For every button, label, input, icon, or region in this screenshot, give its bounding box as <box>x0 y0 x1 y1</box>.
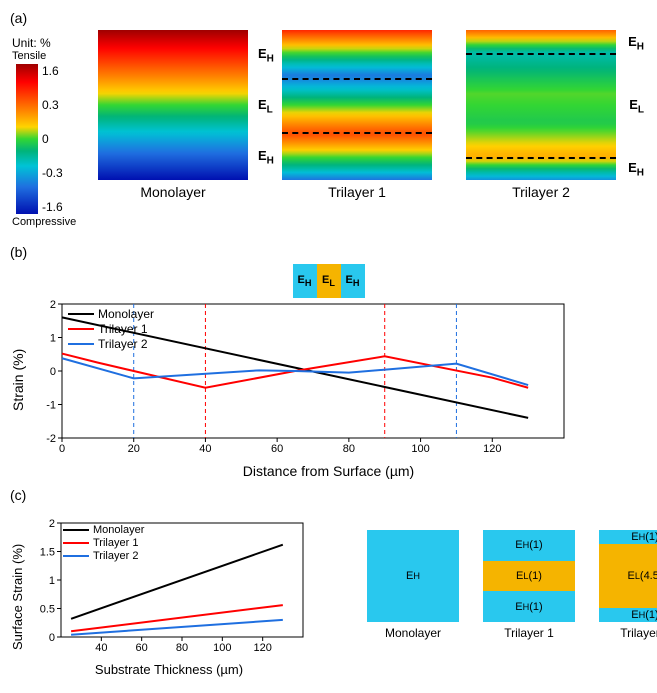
svg-text:0: 0 <box>59 443 65 455</box>
colorbar-block: Unit: % Tensile 1.60.30-0.3-1.6 Compress… <box>8 30 98 228</box>
panel-c-ylabel: Surface Strain (%) <box>8 517 29 677</box>
svg-text:-1: -1 <box>46 400 56 412</box>
panel-c-schematics: EHMonolayerEH (1)EL (1)EH (1)Trilayer 1E… <box>367 529 657 640</box>
svg-text:0: 0 <box>50 366 56 378</box>
svg-text:0.5: 0.5 <box>40 604 55 616</box>
figure-root: (a) Unit: % Tensile 1.60.30-0.3-1.6 Comp… <box>0 0 657 689</box>
panel-c-chart: 40 60 80 100 120 0 0.5 1 1.5 2 MonolayerTrilayer … <box>29 517 309 660</box>
svg-text:-2: -2 <box>46 433 56 445</box>
colorbar-unit: Unit: % <box>8 36 98 50</box>
svg-text:60: 60 <box>271 443 283 455</box>
sim-trilayer1-box: EH EL EH <box>282 30 432 180</box>
svg-text:40: 40 <box>199 443 211 455</box>
panel-b-xlabel: Distance from Surface (µm) <box>8 461 649 479</box>
svg-text:100: 100 <box>411 443 429 455</box>
eh-label: EH <box>628 34 644 53</box>
svg-text:120: 120 <box>253 642 271 654</box>
svg-text:120: 120 <box>483 443 501 455</box>
sim-monolayer-box <box>98 30 248 180</box>
eh-label: EH <box>258 46 274 65</box>
panel-a-label: (a) <box>8 8 649 30</box>
trilayer2-boundary-top <box>466 53 616 55</box>
trilayer2-boundary-bot <box>466 157 616 159</box>
sim-trilayer1: EH EL EH Trilayer 1 <box>282 30 432 200</box>
colorbar-ticks: 1.60.30-0.3-1.6 <box>40 64 63 214</box>
svg-text:2: 2 <box>49 518 55 530</box>
panel-c-legend: MonolayerTrilayer 1Trilayer 2 <box>63 523 144 563</box>
panel-b-schematic: EHELEH <box>8 264 649 298</box>
sim-trilayer2-box: EH EL EH <box>466 30 616 180</box>
panel-c-xlabel: Substrate Thickness (µm) <box>29 660 309 677</box>
svg-text:100: 100 <box>213 642 231 654</box>
eh-label: EH <box>628 160 644 179</box>
svg-text:1.5: 1.5 <box>40 547 55 559</box>
svg-text:1: 1 <box>50 333 56 345</box>
svg-text:80: 80 <box>176 642 188 654</box>
panel-b: (b) EHELEH Strain (%) 020406080100120-2-… <box>8 242 649 479</box>
sim-monolayer: Monolayer <box>98 30 248 200</box>
panel-c: Surface Strain (%) 40 60 80 100 120 0 0.5 1 1.5 2… <box>8 517 649 677</box>
trilayer1-boundary-top <box>282 78 432 80</box>
svg-text:1: 1 <box>49 575 55 587</box>
panel-b-label: (b) <box>8 242 649 264</box>
sim-trilayer2: EH EL EH Trilayer 2 <box>466 30 616 200</box>
panel-a: Unit: % Tensile 1.60.30-0.3-1.6 Compress… <box>8 30 649 228</box>
trilayer1-boundary-bot <box>282 132 432 134</box>
colorbar <box>16 64 38 214</box>
svg-text:0: 0 <box>49 632 55 644</box>
panel-b-ylabel: Strain (%) <box>8 298 30 461</box>
panel-b-chart: 0 20 40 60 80 100 120 -2 -1 0 1 2 MonolayerTrilayer… <box>30 298 570 461</box>
el-label: EL <box>258 97 273 116</box>
sim-trilayer2-caption: Trilayer 2 <box>512 180 570 200</box>
compressive-label: Compressive <box>8 216 98 228</box>
svg-text:80: 80 <box>343 443 355 455</box>
el-label: EL <box>629 97 644 116</box>
sim-monolayer-caption: Monolayer <box>140 180 205 200</box>
panel-c-label: (c) <box>8 485 649 507</box>
svg-text:20: 20 <box>128 443 140 455</box>
sim-row: Monolayer EH EL EH Trilayer 1 EH EL <box>98 30 616 200</box>
tensile-label: Tensile <box>8 50 98 62</box>
panel-b-legend: MonolayerTrilayer 1Trilayer 2 <box>68 306 154 352</box>
svg-text:2: 2 <box>50 299 56 311</box>
sim-trilayer1-caption: Trilayer 1 <box>328 180 386 200</box>
svg-text:60: 60 <box>136 642 148 654</box>
eh-label: EH <box>258 148 274 167</box>
svg-text:40: 40 <box>95 642 107 654</box>
